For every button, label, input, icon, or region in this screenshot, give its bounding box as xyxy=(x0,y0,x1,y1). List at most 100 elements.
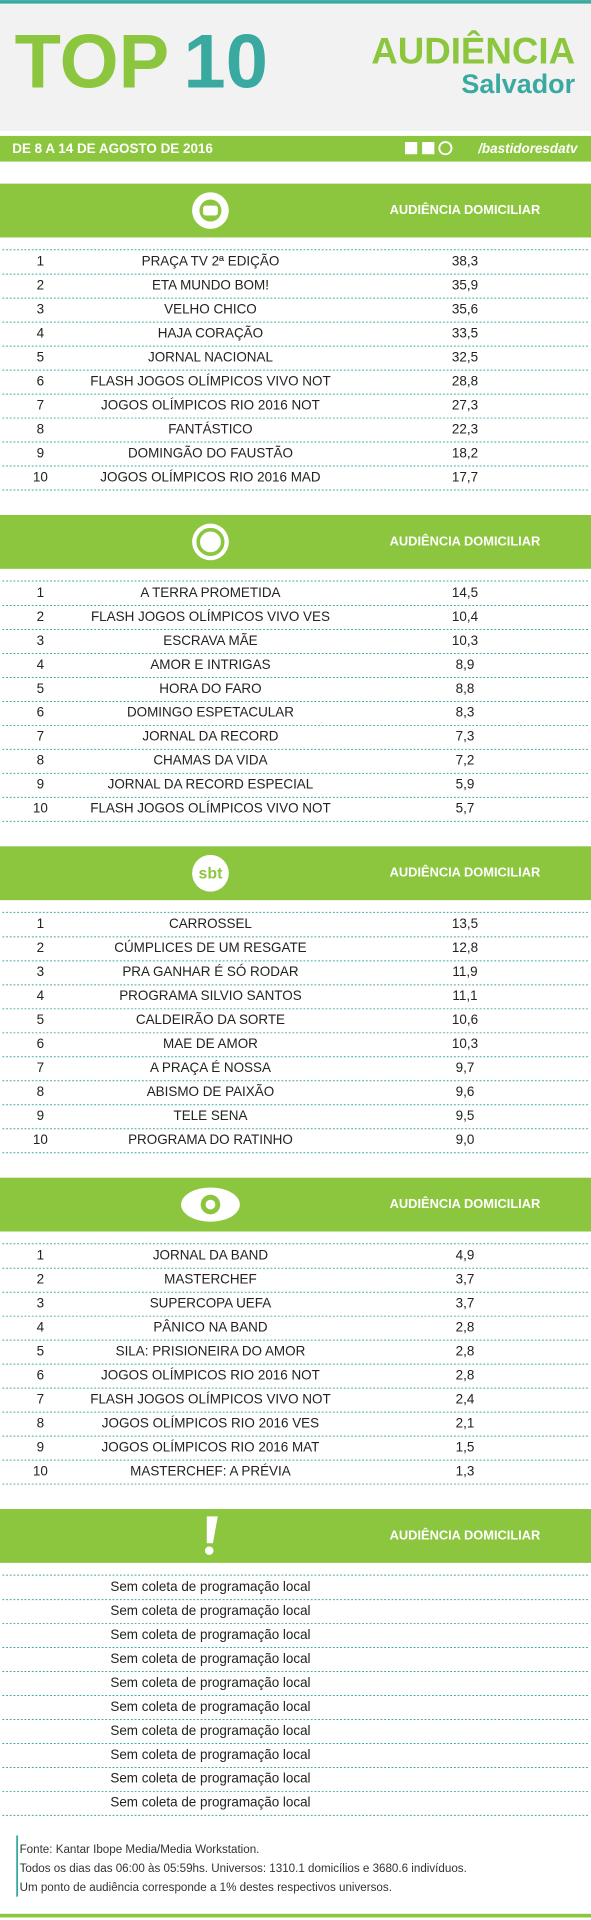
rating: 3,7 xyxy=(456,1296,475,1311)
program: JORNAL NACIONAL xyxy=(148,349,273,364)
rank: 7 xyxy=(37,397,44,412)
rank: 9 xyxy=(37,1439,44,1454)
rank: 7 xyxy=(37,1391,44,1406)
program: A PRAÇA É NOSSA xyxy=(150,1060,271,1075)
section: AUDIÊNCIA DOMICILIAR 1 A TERRA PROMETIDA 14… xyxy=(0,514,591,822)
rating: 22,3 xyxy=(452,421,478,436)
title-ten: 10 xyxy=(184,19,268,104)
program: SILA: PRISIONEIRA DO AMOR xyxy=(116,1343,306,1358)
rating: 18,2 xyxy=(452,445,478,460)
program: MAE DE AMOR xyxy=(163,1036,258,1051)
rank: 3 xyxy=(37,301,44,316)
rating: 7,3 xyxy=(456,729,475,744)
section-header xyxy=(0,514,591,569)
program: ABISMO DE PAIXÃO xyxy=(147,1084,274,1099)
rank: 7 xyxy=(37,729,44,744)
program: JOGOS OLÍMPICOS RIO 2016 VES xyxy=(102,1415,319,1430)
rank: 2 xyxy=(37,609,44,624)
title-top: TOP xyxy=(15,19,170,104)
rating: 3,7 xyxy=(456,1272,475,1287)
rank: 7 xyxy=(37,1060,44,1075)
program: Sem coleta de programação local xyxy=(110,1771,310,1786)
rating: 7,2 xyxy=(456,753,475,768)
program: A TERRA PROMETIDA xyxy=(140,585,280,600)
rating: 17,7 xyxy=(452,469,478,484)
column-label: AUDIÊNCIA DOMICILIAR xyxy=(390,1196,541,1211)
city: Salvador xyxy=(461,69,575,99)
rank: 1 xyxy=(37,1248,44,1263)
rating: 33,5 xyxy=(452,325,478,340)
rating: 5,9 xyxy=(456,777,475,792)
rank: 1 xyxy=(37,585,44,600)
rank: 1 xyxy=(37,916,44,931)
program: JORNAL DA RECORD ESPECIAL xyxy=(108,777,314,792)
rank: 8 xyxy=(37,421,44,436)
program: HAJA CORAÇÃO xyxy=(158,325,263,340)
footer-note: Todos os dias das 06:00 às 05:59hs. Univ… xyxy=(20,1862,467,1875)
rating: 12,8 xyxy=(452,940,478,955)
section: AUDIÊNCIA DOMICILIAR Sem coleta de progra… xyxy=(0,1509,591,1816)
column-label: AUDIÊNCIA DOMICILIAR xyxy=(390,202,541,217)
brand: AUDIÊNCIA xyxy=(371,30,575,72)
rating: 35,9 xyxy=(452,277,478,292)
rank: 5 xyxy=(37,349,44,364)
section-header xyxy=(0,846,591,901)
logo-sbt-text: sbt xyxy=(199,866,224,883)
rank: 8 xyxy=(37,1084,44,1099)
program: FLASH JOGOS OLÍMPICOS VIVO NOT xyxy=(90,801,330,816)
logo-band-pupil xyxy=(205,1199,216,1210)
rank: 8 xyxy=(37,753,44,768)
footer-note: Fonte: Kantar Ibope Media/Media Workstat… xyxy=(20,1843,260,1856)
program: ETA MUNDO BOM! xyxy=(152,277,269,292)
rank: 9 xyxy=(37,1108,44,1123)
rating: 32,5 xyxy=(452,349,478,364)
program: DOMINGO ESPETACULAR xyxy=(127,705,294,720)
rating: 8,9 xyxy=(456,657,475,672)
rating: 11,9 xyxy=(452,964,477,979)
section-header xyxy=(0,183,591,238)
rank: 2 xyxy=(37,277,44,292)
rank: 4 xyxy=(37,1319,45,1334)
section: AUDIÊNCIA DOMICILIAR 1 PRAÇA TV 2ª EDIÇÃO 3… xyxy=(0,183,591,491)
program: AMOR E INTRIGAS xyxy=(150,657,270,672)
program: FLASH JOGOS OLÍMPICOS VIVO NOT xyxy=(90,373,330,388)
program: FLASH JOGOS OLÍMPICOS VIVO NOT xyxy=(90,1391,330,1406)
rating: 9,7 xyxy=(456,1060,475,1075)
rating: 9,5 xyxy=(456,1108,475,1123)
program: JOGOS OLÍMPICOS RIO 2016 NOT xyxy=(101,397,320,412)
program: Sem coleta de programação local xyxy=(110,1603,310,1618)
rank: 3 xyxy=(37,1296,44,1311)
program: TELE SENA xyxy=(173,1108,247,1123)
program: FLASH JOGOS OLÍMPICOS VIVO VES xyxy=(91,609,330,624)
rating: 1,5 xyxy=(456,1439,475,1454)
logo-record-inner xyxy=(196,527,225,556)
program: Sem coleta de programação local xyxy=(110,1747,310,1762)
program: HORA DO FARO xyxy=(159,681,261,696)
rating: 1,3 xyxy=(456,1463,475,1478)
rank: 4 xyxy=(37,657,45,672)
rating: 2,8 xyxy=(456,1367,475,1382)
section-header xyxy=(0,1509,591,1563)
rank: 3 xyxy=(37,633,44,648)
rank: 4 xyxy=(37,988,45,1003)
rating: 14,5 xyxy=(452,585,478,600)
program: VELHO CHICO xyxy=(164,301,257,316)
rating: 10,3 xyxy=(452,633,478,648)
program: JORNAL DA RECORD xyxy=(142,729,278,744)
program: PRA GANHAR É SÓ RODAR xyxy=(122,964,299,979)
section: sbt AUDIÊNCIA DOMICILIAR 1 CARROSSEL 13,5 2 CÚ… xyxy=(0,846,591,1154)
rating: 8,8 xyxy=(456,681,475,696)
rank: 1 xyxy=(37,253,44,268)
rating: 2,1 xyxy=(456,1415,475,1430)
rank: 2 xyxy=(37,1272,44,1287)
program: ESCRAVA MÃE xyxy=(163,633,257,648)
rating: 2,8 xyxy=(456,1343,475,1358)
program: CALDEIRÃO DA SORTE xyxy=(136,1012,285,1027)
rank: 2 xyxy=(37,940,44,955)
rank: 6 xyxy=(37,705,44,720)
rating: 8,3 xyxy=(456,705,475,720)
rating: 10,6 xyxy=(452,1012,478,1027)
rank: 10 xyxy=(33,1132,48,1147)
rating: 10,3 xyxy=(452,1036,478,1051)
